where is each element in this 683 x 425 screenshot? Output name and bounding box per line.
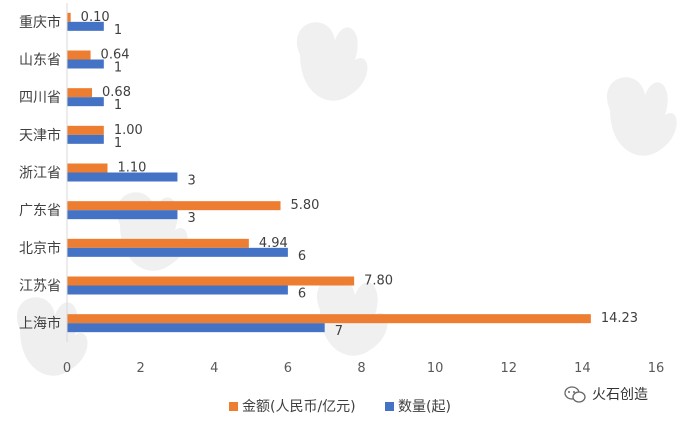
x-tick-label: 0 <box>63 361 71 376</box>
x-tick-label: 4 <box>210 361 218 376</box>
legend-item-count: 数量(起) <box>385 399 451 415</box>
legend-swatch <box>385 402 394 411</box>
amount-bar <box>67 88 93 98</box>
amount-data-label: 0.64 <box>101 48 130 63</box>
count-data-label: 1 <box>114 98 122 113</box>
brand-mark: 火石创造 <box>564 386 648 403</box>
amount-bar <box>67 12 71 22</box>
amount-bar <box>67 238 249 248</box>
category-label: 四川省 <box>19 90 61 106</box>
category-label: 重庆市 <box>19 14 61 31</box>
x-tick-label: 16 <box>648 361 665 376</box>
count-data-label: 7 <box>335 324 343 339</box>
amount-data-label: 4.94 <box>259 236 288 251</box>
amount-data-label: 1.00 <box>114 123 143 138</box>
count-data-label: 3 <box>187 174 195 189</box>
amount-bar <box>67 163 108 173</box>
amount-bar <box>67 125 104 135</box>
legend-label: 金额(人民币/亿元) <box>242 399 356 415</box>
amount-data-label: 0.10 <box>81 10 110 25</box>
count-data-label: 6 <box>298 249 306 264</box>
amount-data-label: 0.68 <box>102 85 131 100</box>
legend-item-amount: 金额(人民币/亿元) <box>229 399 356 415</box>
legend-label: 数量(起) <box>398 399 451 415</box>
count-bar <box>67 247 288 257</box>
count-data-label: 6 <box>298 287 306 302</box>
count-bar <box>67 323 325 333</box>
legend-swatch <box>229 402 238 411</box>
amount-data-label: 14.23 <box>601 311 638 326</box>
category-label: 广东省 <box>19 203 61 219</box>
count-bar <box>67 59 104 69</box>
category-label: 江苏省 <box>19 279 61 295</box>
x-tick-label: 8 <box>357 361 365 376</box>
wechat-icon <box>564 386 586 403</box>
amount-data-label: 1.10 <box>117 161 146 176</box>
count-data-label: 3 <box>187 211 195 226</box>
x-tick-label: 14 <box>574 361 591 376</box>
x-tick-label: 12 <box>500 361 517 376</box>
amount-bar <box>67 201 281 211</box>
category-label: 山东省 <box>19 53 61 69</box>
amount-bar <box>67 314 591 324</box>
count-data-label: 1 <box>114 23 122 38</box>
brand-label: 火石创造 <box>592 387 648 403</box>
count-bar <box>67 285 288 295</box>
amount-data-label: 7.80 <box>364 274 393 289</box>
count-bar <box>67 210 178 220</box>
x-tick-label: 10 <box>427 361 444 376</box>
category-label: 天津市 <box>19 127 61 144</box>
category-label: 北京市 <box>19 240 61 257</box>
amount-bar <box>67 50 91 60</box>
count-data-label: 1 <box>114 136 122 151</box>
amount-bar <box>67 276 355 286</box>
count-data-label: 1 <box>114 61 122 76</box>
category-label: 上海市 <box>19 315 61 332</box>
amount-data-label: 5.80 <box>291 198 320 213</box>
count-bar <box>67 97 104 107</box>
category-label: 浙江省 <box>19 166 61 182</box>
x-tick-label: 6 <box>284 361 292 376</box>
count-bar <box>67 21 104 31</box>
x-tick-label: 2 <box>136 361 144 376</box>
count-bar <box>67 172 178 182</box>
count-bar <box>67 134 104 144</box>
